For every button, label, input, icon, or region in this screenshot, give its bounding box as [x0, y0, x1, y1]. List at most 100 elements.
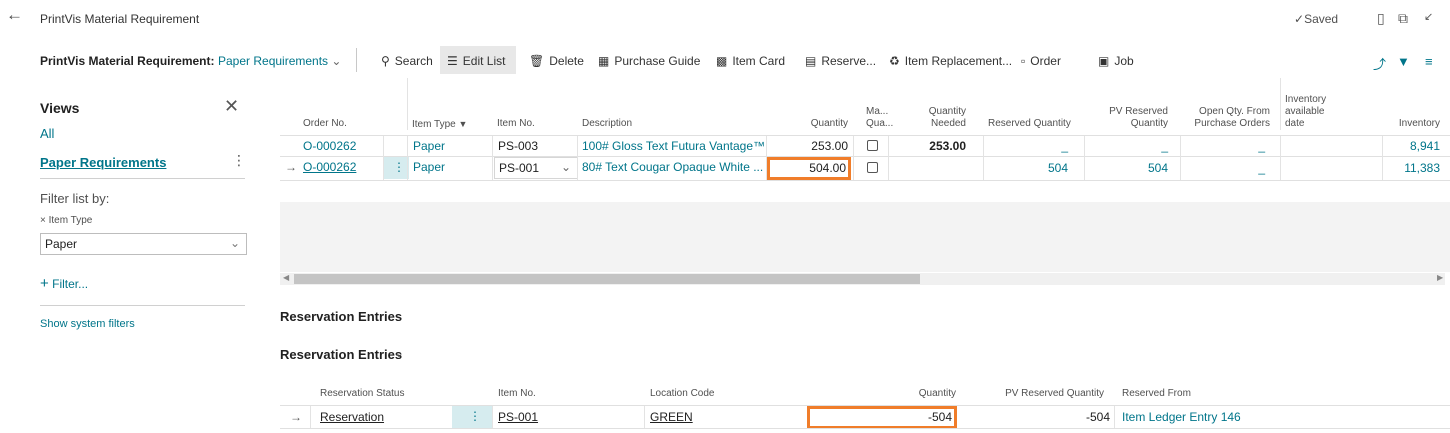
- pv-reserved-cell[interactable]: 504: [1147, 161, 1168, 175]
- col-location-code[interactable]: Location Code: [650, 388, 715, 399]
- filter-value-select[interactable]: Paper ⌄: [40, 233, 247, 255]
- col-reserved-quantity[interactable]: Reserved Quantity: [988, 118, 1071, 129]
- checkbox[interactable]: [867, 162, 878, 173]
- more-options-icon[interactable]: ⋮: [232, 152, 246, 168]
- row-actions-button[interactable]: ⋮: [383, 157, 409, 179]
- edit-list-highlight: [440, 46, 516, 74]
- trash-icon: 🗑: [529, 54, 545, 68]
- item-replacement-icon: ♻: [889, 54, 900, 68]
- item-no-input[interactable]: PS-001 ⌄: [494, 157, 578, 179]
- add-filter-button[interactable]: + Filter...: [40, 275, 89, 292]
- quantity-cell[interactable]: 504.00: [809, 161, 846, 175]
- view-selector[interactable]: Paper Requirements ⌄: [218, 54, 342, 68]
- row-selector-arrow-icon: →: [290, 410, 302, 424]
- col-item-no[interactable]: Item No.: [498, 388, 536, 399]
- col-separator: [407, 136, 408, 180]
- item-no-cell[interactable]: PS-003: [498, 139, 539, 153]
- col-separator: [1280, 78, 1281, 130]
- open-qty-cell[interactable]: _: [1258, 161, 1265, 175]
- col-separator: [888, 136, 889, 180]
- col-quantity[interactable]: Quantity: [918, 388, 956, 399]
- subpage-title[interactable]: Reservation Entries: [280, 347, 403, 362]
- inventory-cell[interactable]: 11,383: [1404, 161, 1440, 175]
- col-item-no[interactable]: Item No.: [497, 118, 535, 129]
- order-button[interactable]: ▫ Order: [1021, 54, 1061, 68]
- share-icon[interactable]: ⤴: [1373, 57, 1387, 72]
- reserved-from-cell[interactable]: Item Ledger Entry 146: [1122, 410, 1241, 424]
- col-item-type[interactable]: Item Type ▼: [412, 119, 468, 130]
- table-row-selected[interactable]: → Reservation ⋮ PS-001 GREEN -504 -504 I…: [280, 406, 1450, 429]
- col-ma-qua[interactable]: Ma... Qua...: [866, 106, 894, 129]
- filter-pane-icon[interactable]: ▼: [1397, 54, 1410, 69]
- order-no-cell[interactable]: O-000262: [303, 160, 357, 174]
- scroll-left-icon[interactable]: ◀: [283, 273, 290, 282]
- col-pv-reserved-quantity[interactable]: PV Reserved Quantity: [1109, 106, 1168, 129]
- search-button[interactable]: ⚲ Search: [381, 54, 433, 68]
- location-code-cell[interactable]: GREEN: [650, 410, 693, 424]
- collapse-icon[interactable]: ↙: [1424, 11, 1434, 23]
- purchase-guide-button[interactable]: ▦ Purchase Guide: [598, 54, 701, 68]
- reserved-qty-cell[interactable]: _: [1061, 139, 1068, 153]
- table-row[interactable]: O-000262 Paper PS-003 100# Gloss Text Fu…: [280, 136, 1450, 156]
- filter-by-label: Filter list by:: [40, 191, 110, 206]
- col-reserved-from[interactable]: Reserved From: [1122, 388, 1191, 399]
- reserve-button[interactable]: ▤ Reserve...: [805, 54, 877, 68]
- col-open-qty[interactable]: Open Qty. From Purchase Orders: [1194, 106, 1270, 129]
- quantity-cell[interactable]: 253.00: [811, 139, 848, 153]
- saved-status: ✓Saved: [1294, 12, 1339, 26]
- col-separator: [577, 136, 578, 180]
- col-inventory[interactable]: Inventory: [1398, 118, 1440, 129]
- chevron-down-icon[interactable]: ⌄: [394, 346, 405, 360]
- inventory-cell[interactable]: 8,941: [1409, 139, 1440, 153]
- view-all[interactable]: All: [40, 126, 55, 141]
- scrollbar-thumb[interactable]: [294, 274, 920, 284]
- item-card-button[interactable]: ▩ Item Card: [716, 54, 786, 68]
- row-divider: [280, 405, 1450, 406]
- col-description[interactable]: Description: [582, 118, 633, 129]
- open-new-window-icon[interactable]: ⧉: [1398, 10, 1408, 26]
- delete-button[interactable]: 🗑 Delete: [529, 54, 584, 68]
- col-reservation-status[interactable]: Reservation Status: [320, 388, 405, 399]
- back-arrow-icon[interactable]: ←: [6, 5, 23, 24]
- divider: [40, 305, 245, 306]
- col-separator: [853, 136, 854, 180]
- scroll-right-icon[interactable]: ▶: [1437, 273, 1444, 282]
- empty-grid-area: [280, 202, 1450, 272]
- filter-tag[interactable]: × Item Type: [40, 215, 93, 226]
- item-no-cell[interactable]: PS-001: [498, 410, 539, 424]
- quantity-cell[interactable]: -504: [927, 410, 952, 424]
- row-actions-button[interactable]: ⋮: [452, 406, 492, 428]
- checkbox[interactable]: [867, 140, 878, 151]
- reservation-status-cell[interactable]: Reservation: [320, 410, 385, 424]
- bookmark-icon[interactable]: ▯: [1377, 10, 1385, 26]
- item-type-cell[interactable]: Paper: [413, 160, 446, 174]
- remove-filter-icon[interactable]: ×: [40, 215, 46, 226]
- row-divider: [280, 180, 1450, 181]
- item-replacement-button[interactable]: ♻ Item Replacement...: [889, 54, 1013, 68]
- row-divider: [280, 156, 1450, 157]
- col-pv-reserved-quantity[interactable]: PV Reserved Quantity: [1005, 388, 1104, 399]
- open-qty-cell[interactable]: _: [1258, 139, 1265, 153]
- col-inventory-available-date[interactable]: Inventory available date: [1285, 94, 1327, 129]
- page-name: PrintVis Material Requirement:: [40, 54, 215, 68]
- table-row-selected[interactable]: → O-000262 ⋮ Paper PS-001 ⌄ 80# Text Cou…: [280, 157, 1450, 180]
- col-order-no[interactable]: Order No.: [303, 118, 347, 129]
- show-system-filters-link[interactable]: Show system filters: [40, 318, 135, 330]
- close-icon[interactable]: ✕: [224, 96, 240, 116]
- pv-reserved-cell[interactable]: _: [1161, 139, 1168, 153]
- search-icon: ⚲: [381, 54, 390, 68]
- view-paper-requirements[interactable]: Paper Requirements: [40, 155, 167, 170]
- reserved-qty-cell[interactable]: 504: [1047, 161, 1068, 175]
- description-cell[interactable]: 100# Gloss Text Futura Vantage™: [582, 139, 765, 153]
- job-button[interactable]: ▣ Job: [1098, 54, 1134, 68]
- edit-list-button[interactable]: ☰ Edit List: [447, 54, 506, 68]
- order-icon: ▫: [1021, 54, 1026, 68]
- order-no-cell[interactable]: O-000262: [303, 139, 357, 153]
- col-quantity-needed[interactable]: Quantity Needed: [928, 106, 966, 129]
- item-type-cell[interactable]: Paper: [413, 139, 446, 153]
- col-quantity[interactable]: Quantity: [810, 118, 848, 129]
- more-options-icon: ⋮: [393, 160, 405, 174]
- description-cell[interactable]: 80# Text Cougar Opaque White ...: [582, 160, 764, 174]
- list-view-icon[interactable]: ≡: [1425, 54, 1433, 69]
- quantity-needed-cell: 253.00: [929, 139, 966, 153]
